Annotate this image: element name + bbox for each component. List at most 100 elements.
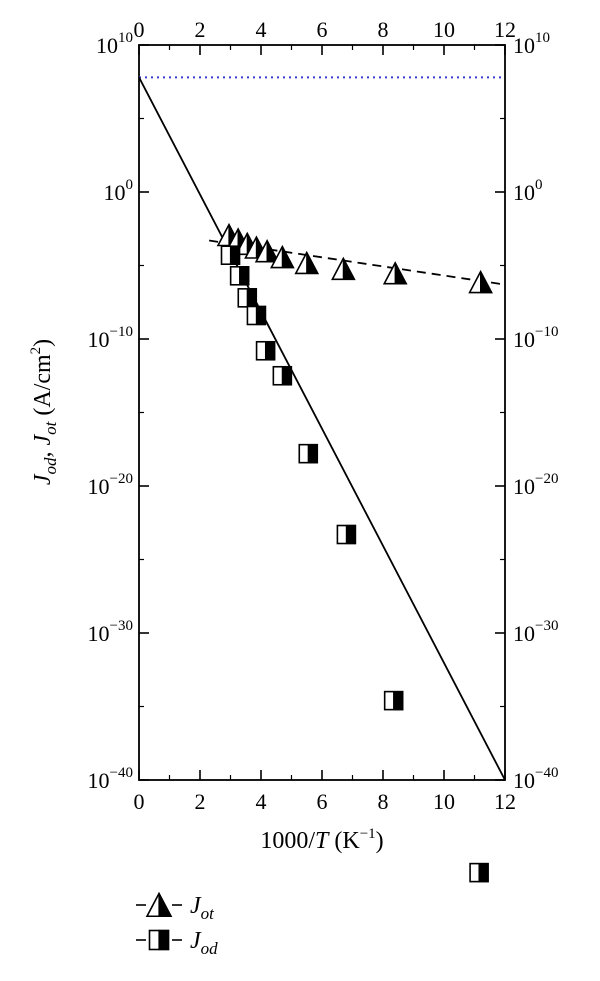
y-tick-base: 10 <box>513 474 535 499</box>
x-tick-label-top: 6 <box>317 17 328 42</box>
data-markers <box>216 222 493 883</box>
y-tick-base: 10 <box>513 33 535 58</box>
x-tick-label-top: 0 <box>134 17 145 42</box>
y-tick-label-left: 100 <box>104 177 134 205</box>
data-point-jod <box>220 245 241 266</box>
y-axis-title-sep: , <box>30 446 56 458</box>
data-point-jot <box>331 256 356 281</box>
y-tick-label-right: 10−20 <box>513 471 558 499</box>
legend-jod-label-sub: od <box>201 939 219 958</box>
y-tick-label-right: 10−10 <box>513 324 558 352</box>
y-tick-label-right: 10−40 <box>513 765 558 793</box>
x-tick-label-top: 12 <box>494 17 516 42</box>
x-tick-label-bottom: 12 <box>494 789 516 814</box>
plot-frame <box>138 44 506 781</box>
y-tick-exponent: 0 <box>126 177 134 193</box>
square-marker-fill <box>393 691 404 711</box>
triangle-marker-fill <box>266 240 280 263</box>
data-point-jot <box>294 250 320 275</box>
y-tick-exponent: −40 <box>110 765 133 781</box>
legend-triangle-marker <box>145 891 173 918</box>
square-marker-fill <box>158 929 170 951</box>
data-point-jod <box>255 340 276 361</box>
data-point-jod <box>272 365 293 386</box>
legend-item-jod: Jod <box>136 928 218 958</box>
square-marker-fill <box>229 245 241 265</box>
x-tick-label-bottom: 4 <box>256 789 267 814</box>
data-point-jod <box>298 443 319 464</box>
y-axis-title-unit: (A/cm <box>30 354 56 422</box>
y-tick-exponent: −20 <box>110 471 133 487</box>
y-tick-label-left: 10−10 <box>88 324 133 352</box>
fit-lines <box>138 76 506 781</box>
y-tick-base: 10 <box>513 768 535 793</box>
y-tick-exponent: −40 <box>535 765 558 781</box>
data-point-jot <box>382 261 408 285</box>
y-tick-base: 10 <box>513 621 535 646</box>
data-point-jod <box>383 690 404 711</box>
y-tick-base: 10 <box>96 33 118 58</box>
x-axis-title-prefix: 1000/ <box>260 828 315 854</box>
x-axis-title-sup: −1 <box>360 826 376 842</box>
data-point-jot <box>468 269 493 294</box>
y-axis-title-j2: J <box>30 434 56 446</box>
square-marker-fill <box>345 524 356 545</box>
y-tick-base: 10 <box>88 768 110 793</box>
y-axis-title-j1-sub: od <box>41 457 60 475</box>
square-marker-fill <box>264 341 276 361</box>
y-axis-title-j2-sub: ot <box>41 420 60 435</box>
triangle-marker-fill <box>306 252 319 275</box>
data-point-jot <box>254 239 280 263</box>
triangle-marker-fill <box>342 258 356 280</box>
y-tick-base: 10 <box>88 621 110 646</box>
legend-jot-label-sub: ot <box>201 904 216 923</box>
legend-item-jot: Jot <box>136 891 216 923</box>
data-point-jod <box>469 862 489 883</box>
y-tick-label-right: 100 <box>513 177 543 205</box>
x-tick-label-top: 2 <box>195 17 206 42</box>
y-tick-base: 10 <box>513 327 535 352</box>
x-tick-label-bottom: 0 <box>134 789 145 814</box>
legend: Jot Jod <box>136 891 218 958</box>
triangle-marker-fill <box>281 246 295 269</box>
square-marker-fill <box>246 288 257 308</box>
y-tick-base: 10 <box>88 474 110 499</box>
fit-line-jod <box>138 76 506 781</box>
legend-jod-label: Jod <box>190 928 218 958</box>
y-axis-title-close: ) <box>30 339 56 347</box>
y-tick-label-left: 10−40 <box>88 765 133 793</box>
x-tick-label-bottom: 10 <box>433 789 455 814</box>
axis-ticks <box>138 44 506 781</box>
data-point-jod <box>336 524 357 545</box>
legend-jod-marker <box>148 929 170 951</box>
square-marker-fill <box>281 366 292 386</box>
x-axis-title: 1000/T (K−1) <box>260 826 383 854</box>
x-tick-label-bottom: 8 <box>378 789 389 814</box>
data-point-jod <box>237 288 258 308</box>
y-tick-label-left: 10−30 <box>88 618 133 646</box>
legend-square-marker <box>148 929 170 951</box>
y-axis-title-sup: 2 <box>28 347 44 355</box>
x-tick-label-top: 10 <box>433 17 455 42</box>
y-tick-label-right: 10−30 <box>513 618 558 646</box>
y-tick-base: 10 <box>513 180 535 205</box>
y-tick-label-left: 1010 <box>96 30 133 58</box>
triangle-marker-fill <box>480 271 493 294</box>
x-tick-label-bottom: 2 <box>195 789 206 814</box>
legend-jot-label-main: J <box>190 893 202 919</box>
square-marker-fill <box>307 444 318 464</box>
x-tick-label-bottom: 6 <box>317 789 328 814</box>
y-tick-exponent: −30 <box>535 618 558 634</box>
square-marker-fill <box>255 305 267 326</box>
x-tick-label-top: 4 <box>256 17 267 42</box>
y-tick-exponent: −20 <box>535 471 558 487</box>
x-axis-title-close: ) <box>376 828 384 854</box>
data-point-jot <box>270 244 295 269</box>
legend-jot-marker <box>145 891 173 918</box>
square-marker-fill <box>478 863 489 883</box>
y-axis-title: Jod, Jot (A/cm2) <box>28 339 60 485</box>
y-tick-label-left: 10−20 <box>88 471 133 499</box>
y-tick-exponent: 10 <box>118 30 133 46</box>
